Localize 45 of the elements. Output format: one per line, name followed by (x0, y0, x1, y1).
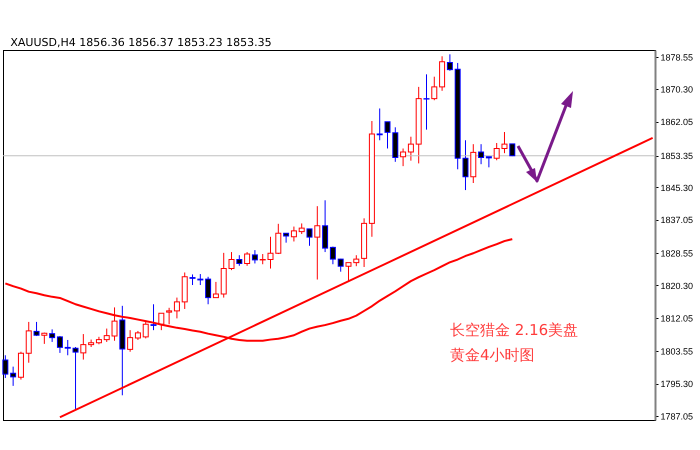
candlestick (478, 144, 484, 165)
candlestick (260, 254, 266, 265)
candlestick (190, 274, 196, 286)
candlestick (376, 108, 383, 141)
y-tick-label: 1837.05 (660, 215, 694, 226)
candlestick (127, 330, 134, 352)
chart-title: XAUUSD,H4 1856.36 1856.37 1853.23 1853.35 (10, 36, 272, 49)
y-tick-label: 1812.05 (660, 313, 694, 324)
candlestick (462, 140, 468, 191)
candlestick (72, 346, 79, 410)
candlestick (494, 142, 500, 161)
candlestick (34, 321, 40, 337)
y-tick-label: 1820.30 (660, 280, 694, 291)
candlestick (49, 328, 56, 342)
y-tick-label: 1787.05 (660, 411, 694, 422)
annotation: 黄金4小时图 (450, 346, 535, 364)
candlestick (486, 156, 492, 168)
y-tick-label: 1828.55 (660, 248, 694, 259)
candlestick (166, 307, 172, 325)
candlestick (509, 143, 516, 157)
candlestick (268, 236, 274, 270)
candlestick (501, 132, 508, 154)
y-tick-label: 1845.30 (660, 182, 694, 193)
candlestick (400, 148, 406, 167)
candlestick (236, 254, 242, 266)
candlestick (306, 228, 312, 246)
y-tick-label: 1795.30 (660, 379, 694, 390)
y-tick-label: 1870.30 (660, 84, 694, 95)
candlestick (228, 252, 235, 271)
candlestick (283, 232, 290, 244)
candlestick (252, 250, 258, 264)
annotation: 长空猎金 2.16美盘 (450, 321, 578, 339)
candlestick (322, 200, 328, 253)
y-tick-label: 1853.35 (660, 151, 694, 162)
candlestick (346, 262, 352, 282)
candlestick (275, 223, 282, 255)
candlestick (314, 206, 320, 280)
candlestick (384, 121, 390, 149)
y-tick-label: 1803.55 (660, 346, 694, 357)
candlestick (41, 332, 48, 344)
y-tick-label: 1878.55 (660, 52, 694, 62)
candlestick (150, 304, 157, 331)
y-tick-label: 1862.05 (660, 117, 694, 128)
candlestick (423, 74, 430, 130)
candlestick (244, 252, 250, 266)
